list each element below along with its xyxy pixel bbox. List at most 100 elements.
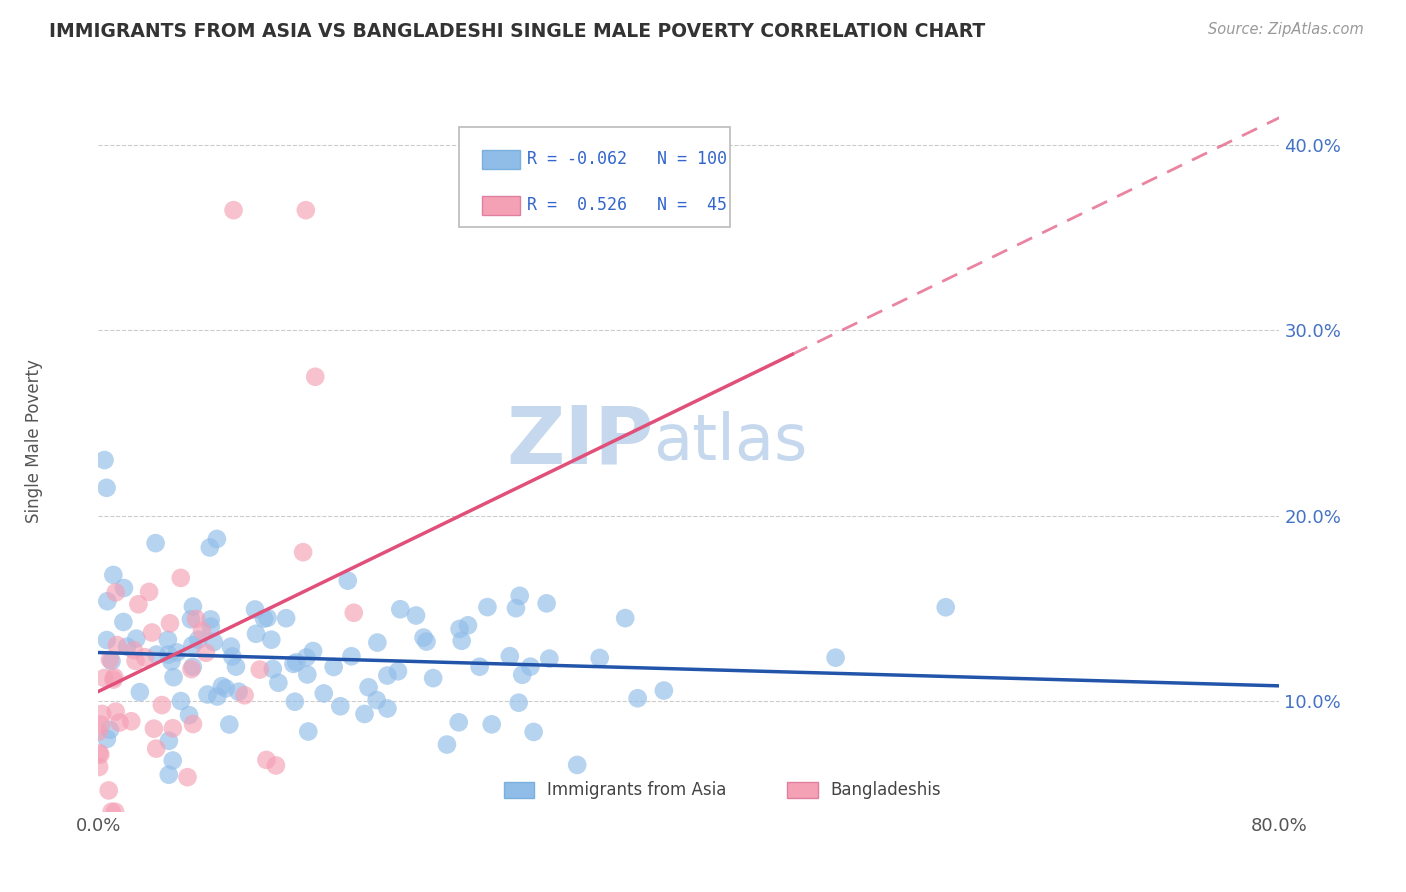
Point xyxy=(274,611,297,625)
Point xyxy=(449,622,471,636)
Point xyxy=(112,581,135,595)
Point xyxy=(127,597,149,611)
Point xyxy=(170,694,193,708)
Point xyxy=(96,731,118,746)
Point xyxy=(340,649,363,664)
Point xyxy=(505,601,527,615)
Point xyxy=(166,645,188,659)
Point xyxy=(447,715,470,730)
Point xyxy=(510,667,533,681)
Point xyxy=(157,734,180,748)
Point xyxy=(124,654,146,668)
Y-axis label: Single Male Poverty: Single Male Poverty xyxy=(25,359,42,524)
Point xyxy=(225,659,247,673)
Point xyxy=(89,747,111,762)
Point xyxy=(523,725,546,739)
Point xyxy=(87,760,110,774)
Text: R =  0.526   N =  45: R = 0.526 N = 45 xyxy=(527,196,727,214)
Point xyxy=(96,633,118,648)
Point xyxy=(181,599,204,614)
Point xyxy=(245,626,267,640)
Point xyxy=(499,649,522,664)
Point xyxy=(150,698,173,712)
Point xyxy=(222,203,245,218)
Point xyxy=(468,659,491,673)
Point xyxy=(329,699,352,714)
Point xyxy=(627,691,650,706)
Point xyxy=(184,612,207,626)
Point xyxy=(536,596,558,610)
Point xyxy=(112,615,135,629)
Point xyxy=(366,635,388,649)
Point xyxy=(267,675,290,690)
Point xyxy=(233,688,256,702)
Text: IMMIGRANTS FROM ASIA VS BANGLADESHI SINGLE MALE POVERTY CORRELATION CHART: IMMIGRANTS FROM ASIA VS BANGLADESHI SING… xyxy=(49,22,986,41)
Point xyxy=(228,684,250,698)
Point xyxy=(389,602,412,616)
Point xyxy=(366,693,388,707)
Point xyxy=(159,616,181,631)
FancyBboxPatch shape xyxy=(503,782,534,798)
Point xyxy=(249,663,271,677)
Point xyxy=(353,706,375,721)
FancyBboxPatch shape xyxy=(787,782,818,798)
Point xyxy=(284,695,307,709)
Point xyxy=(98,723,121,737)
Point xyxy=(180,662,202,676)
Point xyxy=(162,754,184,768)
Point xyxy=(302,644,325,658)
Point xyxy=(824,650,846,665)
Point xyxy=(103,568,125,582)
Point xyxy=(177,708,200,723)
Point xyxy=(191,624,214,638)
Text: atlas: atlas xyxy=(654,410,808,473)
Point xyxy=(405,608,427,623)
Point xyxy=(176,770,198,784)
Point xyxy=(195,646,218,660)
Point xyxy=(91,706,114,721)
Point xyxy=(104,805,127,819)
Point xyxy=(218,717,240,731)
Point xyxy=(509,589,531,603)
Point xyxy=(200,612,222,626)
Point xyxy=(162,670,184,684)
Point xyxy=(138,585,160,599)
Point xyxy=(283,657,305,671)
Point xyxy=(100,654,122,668)
Point xyxy=(87,724,110,739)
Point xyxy=(295,203,318,218)
Point xyxy=(243,602,266,616)
Point xyxy=(115,640,138,654)
Point xyxy=(170,571,193,585)
Point xyxy=(614,611,637,625)
Point xyxy=(98,652,121,666)
Text: Bangladeshis: Bangladeshis xyxy=(831,781,941,799)
Point xyxy=(295,650,318,665)
Point xyxy=(205,532,228,546)
Point xyxy=(935,600,957,615)
Point xyxy=(181,638,204,652)
Point xyxy=(264,758,287,772)
Point xyxy=(422,671,444,685)
Point xyxy=(254,753,277,767)
Point xyxy=(477,600,499,615)
Point xyxy=(198,541,221,555)
Point xyxy=(304,369,326,384)
Point xyxy=(519,659,541,673)
Point xyxy=(103,670,125,684)
Point xyxy=(297,724,319,739)
Point xyxy=(104,705,127,719)
Point xyxy=(387,665,409,679)
Point xyxy=(297,667,319,681)
Text: ZIP: ZIP xyxy=(506,402,654,481)
Point xyxy=(202,635,225,649)
Point xyxy=(125,632,148,646)
Point xyxy=(142,722,165,736)
Point xyxy=(481,717,503,731)
Point xyxy=(312,686,335,700)
Point xyxy=(96,594,118,608)
Point xyxy=(180,612,202,626)
Point xyxy=(128,685,150,699)
Point xyxy=(157,648,180,662)
Point xyxy=(97,783,120,797)
